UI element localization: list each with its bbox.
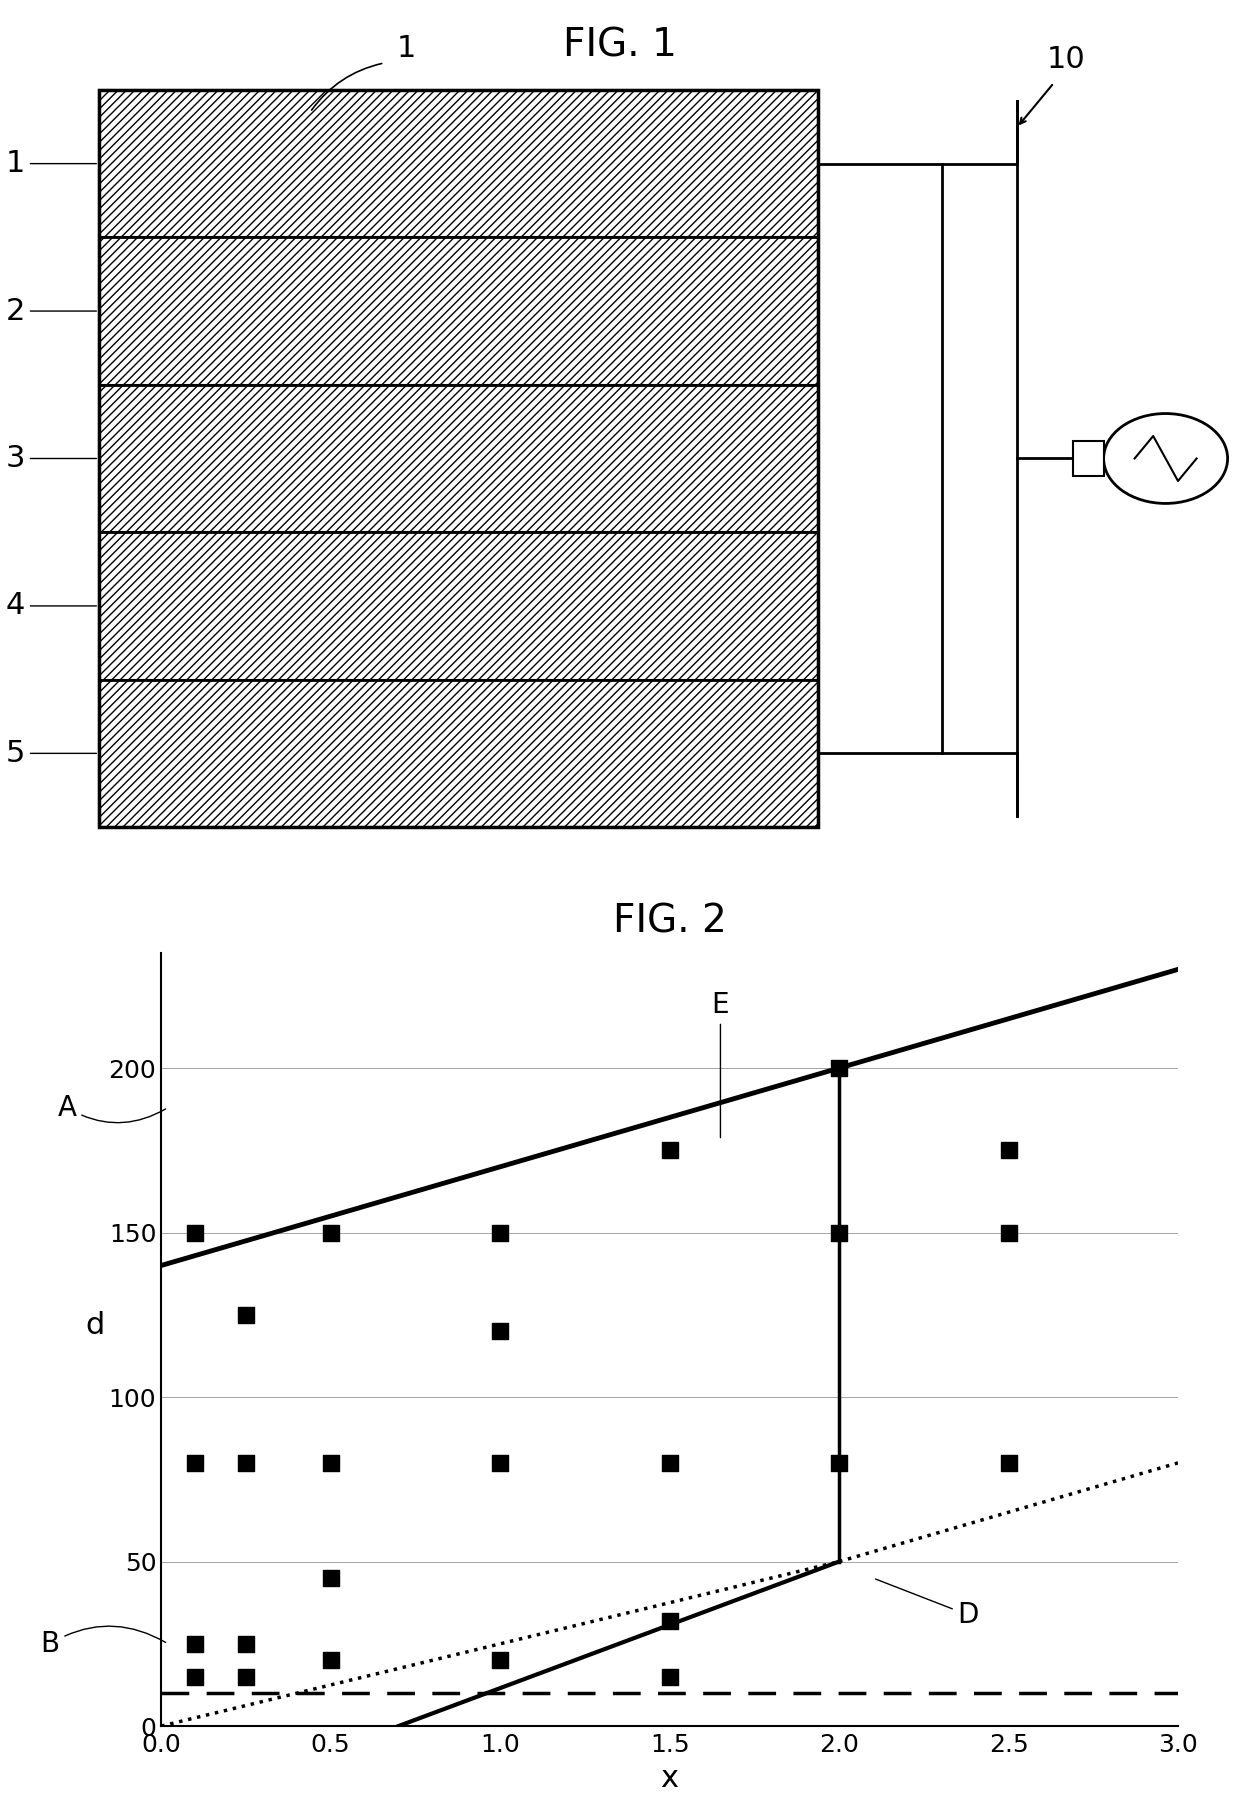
Text: 4: 4	[5, 592, 97, 620]
FancyBboxPatch shape	[818, 164, 942, 753]
Point	[185, 1449, 205, 1478]
Point	[321, 1645, 341, 1674]
Point	[236, 1300, 255, 1329]
Point	[830, 1054, 849, 1082]
Point	[660, 1136, 680, 1165]
FancyBboxPatch shape	[99, 90, 818, 237]
Point	[185, 1219, 205, 1248]
Text: B: B	[41, 1625, 166, 1658]
Text: A: A	[57, 1093, 166, 1122]
Point	[490, 1449, 510, 1478]
Point	[185, 1663, 205, 1692]
Title: FIG. 2: FIG. 2	[613, 903, 727, 940]
Text: 2: 2	[5, 297, 97, 325]
Point	[830, 1219, 849, 1248]
Point	[490, 1316, 510, 1345]
Text: 5: 5	[5, 739, 97, 768]
Point	[236, 1449, 255, 1478]
Point	[830, 1449, 849, 1478]
Text: 1: 1	[397, 34, 417, 63]
Text: FIG. 1: FIG. 1	[563, 27, 677, 65]
FancyBboxPatch shape	[1073, 441, 1104, 476]
FancyBboxPatch shape	[99, 385, 818, 532]
Point	[490, 1645, 510, 1674]
Point	[236, 1663, 255, 1692]
Text: 3: 3	[5, 444, 97, 473]
Point	[660, 1663, 680, 1692]
Point	[321, 1449, 341, 1478]
Point	[998, 1449, 1018, 1478]
Point	[321, 1564, 341, 1593]
Point	[185, 1629, 205, 1658]
Y-axis label: d: d	[86, 1311, 104, 1340]
Text: D: D	[875, 1579, 980, 1629]
X-axis label: x: x	[661, 1764, 678, 1793]
FancyBboxPatch shape	[99, 680, 818, 827]
Point	[998, 1219, 1018, 1248]
Point	[660, 1606, 680, 1634]
Text: E: E	[712, 991, 729, 1138]
FancyBboxPatch shape	[99, 237, 818, 385]
Text: 1: 1	[5, 149, 97, 178]
Text: 10: 10	[1047, 45, 1086, 74]
Point	[236, 1629, 255, 1658]
Point	[321, 1219, 341, 1248]
Point	[660, 1449, 680, 1478]
FancyBboxPatch shape	[99, 532, 818, 680]
Point	[998, 1136, 1018, 1165]
Point	[490, 1219, 510, 1248]
